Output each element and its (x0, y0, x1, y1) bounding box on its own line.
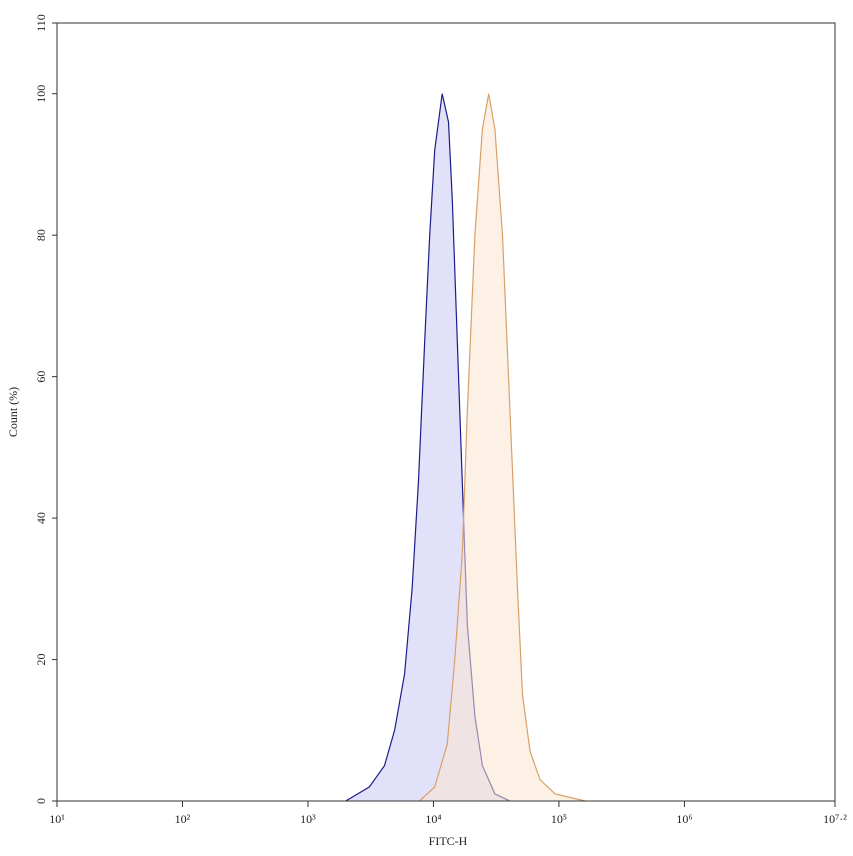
x-tick-label: 10¹ (49, 812, 65, 826)
x-tick-label: 10³ (300, 812, 316, 826)
x-tick-label: 10⁷·² (823, 812, 847, 826)
x-tick-label: 10⁵ (551, 812, 567, 826)
x-tick-label: 10² (175, 812, 191, 826)
y-tick-label: 80 (34, 229, 48, 241)
y-axis-label: Count (%) (6, 387, 20, 437)
x-tick-label: 10⁶ (676, 812, 692, 826)
y-tick-label: 60 (34, 371, 48, 383)
x-tick-label: 10⁴ (425, 812, 441, 826)
series-area (419, 93, 586, 801)
plot-frame (56, 22, 836, 802)
series-area (345, 93, 510, 801)
y-tick-label: 40 (34, 512, 48, 524)
series-line (419, 93, 586, 802)
x-axis-label: FITC-H (429, 834, 468, 848)
y-tick-label: 100 (34, 85, 48, 103)
y-tick-label: 110 (34, 14, 48, 32)
y-tick-label: 0 (34, 798, 48, 804)
y-tick-label: 20 (34, 654, 48, 666)
